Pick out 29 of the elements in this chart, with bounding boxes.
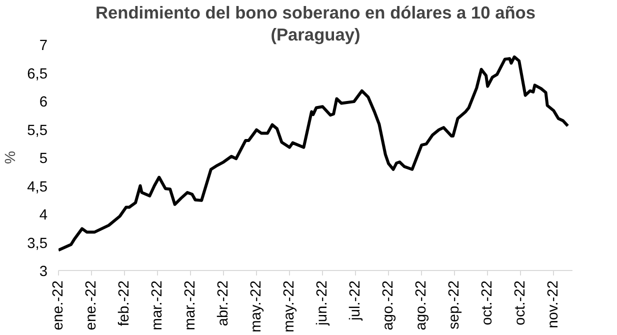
x-tick-label: oct.-22 [480,280,496,326]
x-tick-label: sep.-22 [446,280,463,330]
x-tick-label: jun.-22 [314,280,331,326]
chart-title: Rendimiento del bono soberano en dólares a 10 años [95,2,536,22]
x-tick-label: ago.-22 [380,280,397,330]
x-tick-label: may.-22 [282,280,298,332]
y-tick-label: 4,5 [27,179,48,196]
x-tick-label: ene.-22 [84,280,100,330]
chart-subtitle: (Paraguay) [270,24,360,44]
x-tick-label: mar.-22 [182,280,199,330]
line-series [58,55,570,252]
x-tick-label: may.-22 [248,280,265,332]
x-tick-label: ene.-22 [50,280,66,330]
x-tick-label: mar.-22 [150,280,166,330]
x-tick-label: ago.-22 [414,280,430,330]
y-tick-label: 3,5 [27,236,48,252]
x-tick-label: feb.-22 [116,280,133,326]
y-tick-label: 5 [39,151,48,167]
x-tick-label: abr.-22 [216,280,232,326]
y-tick-label: 6 [39,94,48,110]
y-tick-label: 6,5 [27,66,48,82]
y-tick-label: 4 [39,208,48,224]
y-tick-label: 3 [39,264,48,280]
x-tick-label: oct.-22 [512,280,529,326]
y-tick-label: 5,5 [27,122,48,139]
x-tick-label: jul.-22 [348,280,364,322]
x-tick-label: nov.-22 [546,280,562,328]
y-tick-label: 7 [39,38,48,54]
y-axis-title: % [3,150,20,164]
